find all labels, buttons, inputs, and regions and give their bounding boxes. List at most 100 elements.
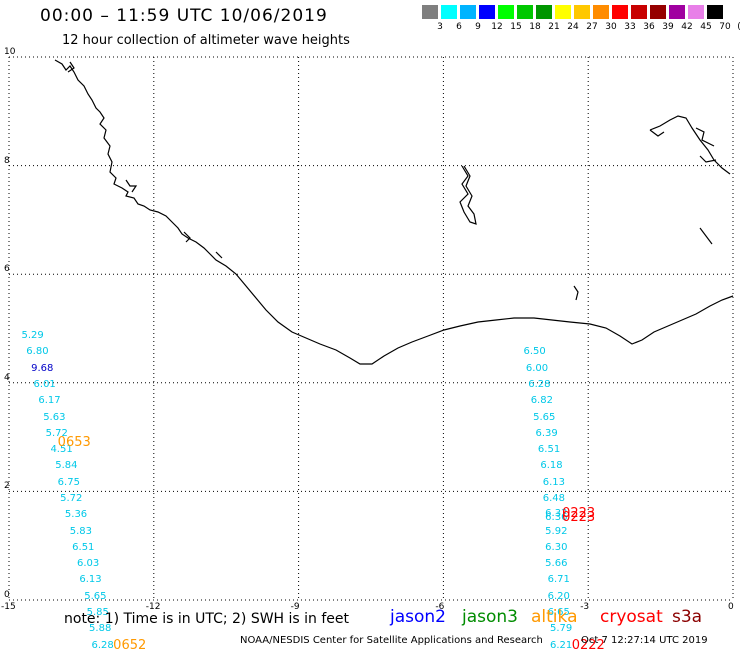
scale-label: 70 [719, 22, 731, 32]
coastline-segment [54, 59, 734, 365]
scale-label: 12 [491, 22, 503, 32]
scale-swatch [555, 5, 571, 19]
x-tick-label: -15 [1, 602, 16, 612]
scale-label: (ft) [734, 22, 740, 32]
swh-value: 6.21 [550, 639, 573, 651]
swh-value: 6.28 [91, 639, 114, 651]
swh-value: 6.13 [542, 476, 566, 488]
swh-value: 6.71 [547, 574, 570, 586]
swh-value: 6.32 [545, 508, 568, 520]
swh-value: 6.28 [528, 378, 551, 390]
swh-value: 6.39 [535, 427, 558, 439]
graticule-grid [8, 56, 734, 601]
scale-swatch [479, 5, 495, 19]
swh-value: 5.72 [45, 427, 68, 439]
scale-label: 36 [643, 22, 655, 32]
swh-value: 6.50 [523, 346, 546, 358]
y-tick-label: 0 [4, 590, 10, 600]
swh-value: 5.66 [545, 558, 568, 570]
scale-swatch [669, 5, 685, 19]
scale-swatch [574, 5, 590, 19]
y-tick-label: 8 [4, 155, 10, 166]
swh-value: 6.01 [33, 378, 56, 390]
x-tick-label: 0 [728, 602, 734, 612]
scale-swatch [536, 5, 552, 19]
scale-swatch [498, 5, 514, 19]
coastline-segment [67, 61, 75, 73]
scale-swatch [631, 5, 647, 19]
scale-label: 45 [700, 22, 712, 32]
scale-label: 18 [529, 22, 541, 32]
scale-label: 3 [437, 22, 443, 32]
x-tick-label: -6 [435, 602, 445, 612]
scale-label: 6 [456, 22, 462, 32]
scale-label: 21 [548, 22, 560, 32]
swh-value: 6.00 [525, 362, 549, 374]
coastline-segment [125, 179, 138, 193]
swh-value: 5.65 [84, 590, 107, 602]
coastline-segment [649, 115, 731, 175]
satellite-legend-jason3: jason3 [462, 607, 518, 627]
scale-swatch [441, 5, 457, 19]
scale-swatch [612, 5, 628, 19]
swh-value: 6.51 [72, 541, 95, 553]
chart-title: 00:00 – 11:59 UTC 10/06/2019 [40, 6, 328, 26]
satellite-legend-jason2: jason2 [390, 607, 446, 627]
coastline-segment [183, 231, 191, 243]
pass-time-label: 0223 [562, 506, 596, 522]
coastline [54, 59, 734, 365]
swh-value: 6.20 [547, 590, 570, 602]
swh-value: 6.30 [545, 541, 568, 553]
scale-label: 27 [586, 22, 598, 32]
swh-value: 5.92 [545, 525, 568, 537]
scale-label: 24 [567, 22, 579, 32]
swh-value: 5.29 [21, 330, 44, 342]
legend-note: note: 1) Time is in UTC; 2) SWH is in fe… [64, 611, 350, 627]
swh-value: 6.18 [540, 460, 563, 472]
coastline-segment [649, 129, 665, 137]
swh-value: 5.72 [60, 492, 83, 504]
scale-swatch [422, 5, 438, 19]
y-tick-label: 10 [4, 47, 16, 57]
swh-value: 6.03 [76, 558, 100, 570]
swh-value: 5.65 [533, 411, 556, 423]
scale-label: 33 [624, 22, 636, 32]
coastline-segment [699, 155, 717, 163]
scale-swatch [707, 5, 723, 19]
scale-swatch [650, 5, 666, 19]
y-tick-label: 4 [4, 372, 10, 383]
swh-value: 9.68 [31, 362, 54, 374]
swh-value: 5.79 [550, 623, 573, 635]
swh-value: 5.63 [43, 411, 66, 423]
coastline-segment [459, 165, 477, 225]
pass-time-label: 0653 [57, 435, 91, 451]
generation-timestamp: Oct 7 12:27:14 UTC 2019 [581, 635, 708, 646]
swh-value: 5.83 [69, 525, 92, 537]
swh-value: 6.13 [79, 574, 102, 586]
coastline-segment [215, 251, 223, 259]
swh-value: 6.80 [26, 346, 49, 358]
scale-label: 9 [475, 22, 481, 32]
pass-time-label: 0652 [113, 637, 147, 653]
coastline-segment [699, 227, 713, 245]
x-tick-label: -12 [145, 602, 161, 612]
swh-value: 5.85 [86, 607, 109, 618]
swh-value: 6.82 [530, 395, 553, 407]
scale-swatch [460, 5, 476, 19]
scale-swatch [688, 5, 704, 19]
scale-swatch [517, 5, 533, 19]
y-tick-label: 6 [4, 264, 10, 275]
satellite-legend-cryosat: cryosat [600, 607, 663, 627]
pass-time-label: 0223 [562, 509, 596, 525]
swh-value: 6.51 [537, 444, 561, 456]
swh-value: 6.17 [38, 395, 61, 407]
swh-value: 4.51 [50, 444, 73, 456]
swh-value: 5.88 [89, 623, 112, 635]
scale-label: 39 [662, 22, 674, 32]
satellite-legend-altika: altika [531, 607, 578, 627]
chart-subtitle: 12 hour collection of altimeter wave hei… [62, 33, 350, 48]
satellite-legend-s3a: s3a [672, 607, 703, 627]
coastline-segment [695, 127, 715, 147]
